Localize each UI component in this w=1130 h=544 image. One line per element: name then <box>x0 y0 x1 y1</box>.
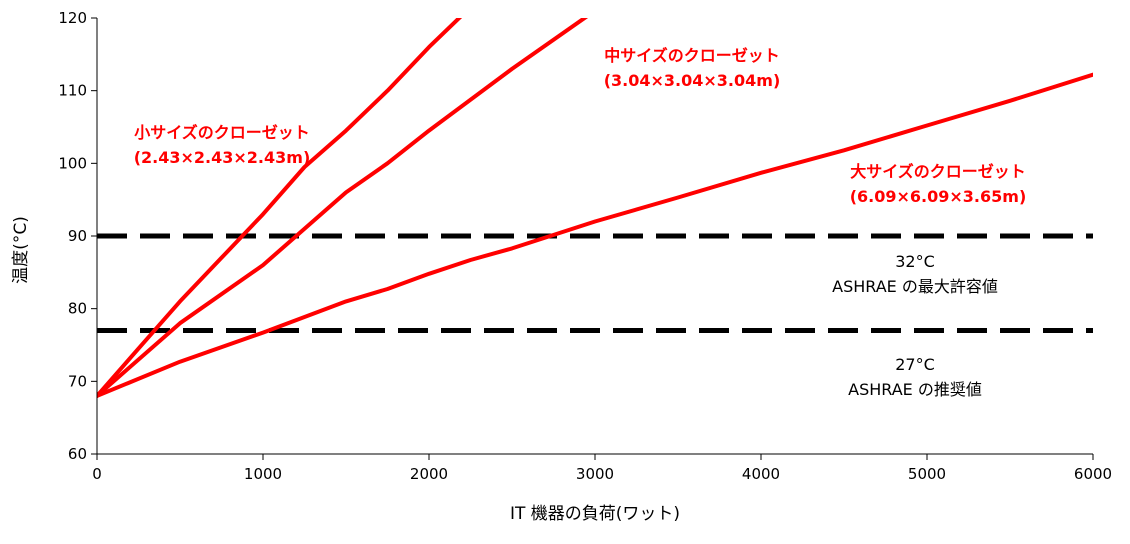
y-tick-label: 70 <box>68 372 87 390</box>
reference-label: 32°C <box>895 252 935 271</box>
reference-label: 27°C <box>895 355 935 374</box>
y-axis-ticks: 60 70 80 90 100 110 120 <box>58 9 97 463</box>
y-tick-label: 110 <box>58 82 87 100</box>
x-axis-title: IT 機器の負荷(ワット) <box>510 504 680 524</box>
x-tick-label: 0 <box>92 465 102 483</box>
reference-lines <box>97 233 1093 333</box>
series-line <box>97 18 463 398</box>
series-label: 中サイズのクローゼット <box>604 46 780 65</box>
series-labels: 小サイズのクローゼット (2.43×2.43×2.43m) 中サイズのクローゼット (… <box>134 46 1027 206</box>
reference-labels: 32°C ASHRAE の最大許容値 27°C ASHRAE の推奨値 <box>832 252 998 399</box>
x-axis-ticks: 0 1000 2000 3000 4000 5000 6000 <box>92 454 1112 483</box>
x-tick-label: 2000 <box>410 465 448 483</box>
x-tick-label: 3000 <box>576 465 614 483</box>
series-label: (6.09×6.09×3.65m) <box>850 187 1027 206</box>
reference-label: ASHRAE の最大許容値 <box>832 277 998 296</box>
y-tick-label: 90 <box>68 227 87 245</box>
series-label: 大サイズのクローゼット <box>850 162 1026 181</box>
series-label: (2.43×2.43×2.43m) <box>134 148 311 167</box>
x-tick-label: 6000 <box>1074 465 1112 483</box>
x-tick-label: 4000 <box>742 465 780 483</box>
series-line <box>97 18 589 398</box>
y-tick-label: 80 <box>68 300 87 318</box>
series-lines <box>97 18 1093 398</box>
y-tick-label: 100 <box>58 154 87 172</box>
y-tick-label: 120 <box>58 9 87 27</box>
x-tick-label: 1000 <box>244 465 282 483</box>
series-line <box>97 72 1093 398</box>
y-axis-title: 温度(°C) <box>11 216 31 284</box>
series-label: 小サイズのクローゼット <box>134 123 310 142</box>
x-tick-label: 5000 <box>908 465 946 483</box>
y-tick-label: 60 <box>68 445 87 463</box>
series-label: (3.04×3.04×3.04m) <box>604 71 781 90</box>
reference-label: ASHRAE の推奨値 <box>848 380 982 399</box>
